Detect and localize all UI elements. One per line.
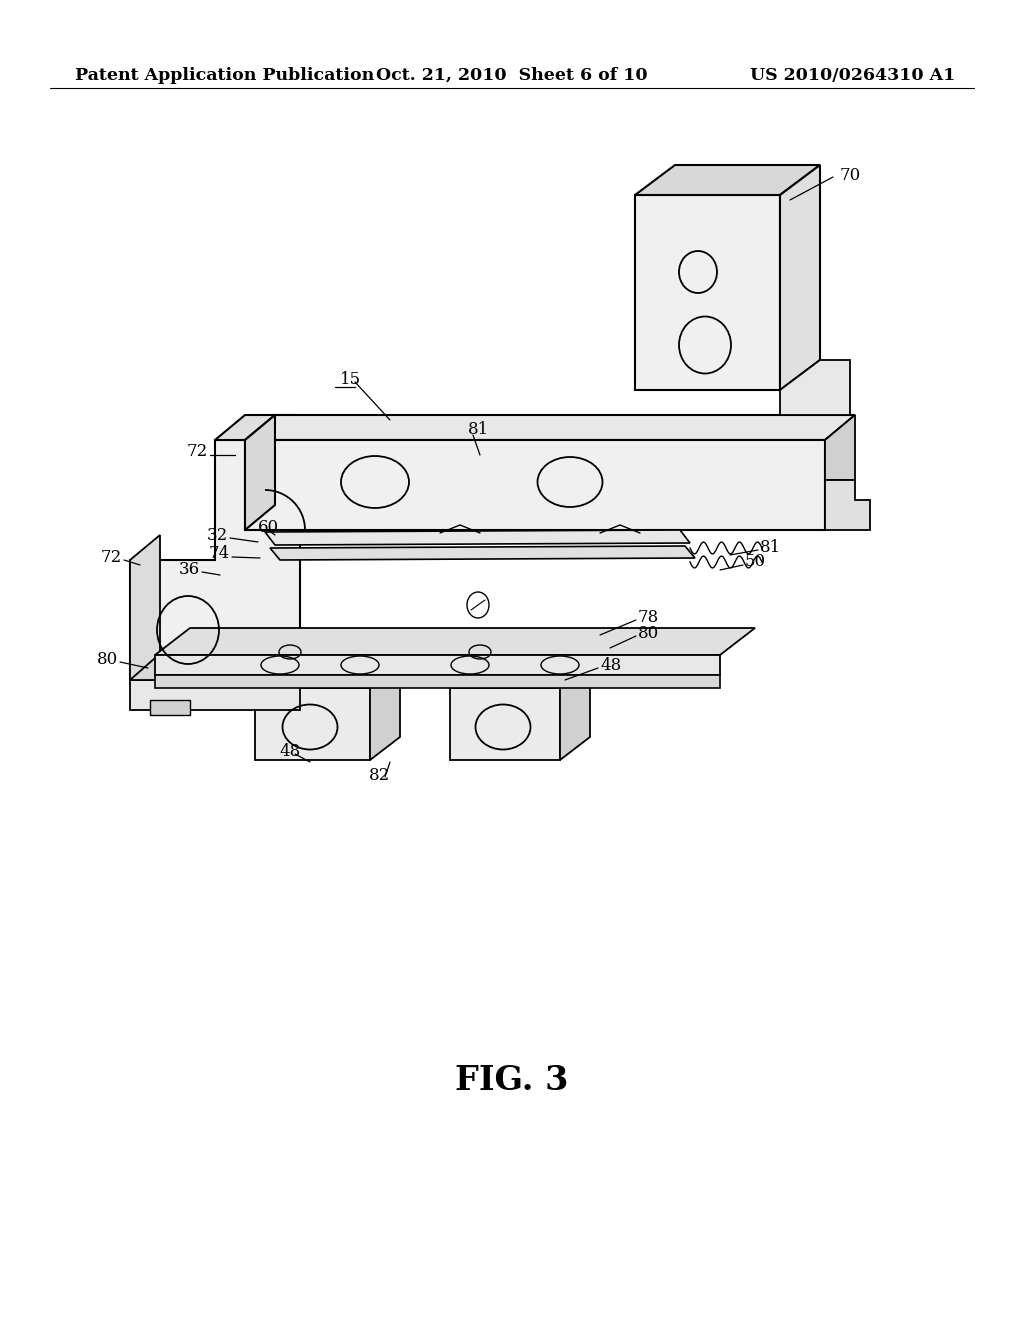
Polygon shape <box>270 546 695 560</box>
Polygon shape <box>130 657 325 680</box>
Polygon shape <box>370 665 400 760</box>
Text: 81: 81 <box>760 540 781 557</box>
Polygon shape <box>635 165 820 195</box>
Polygon shape <box>155 675 720 688</box>
Polygon shape <box>155 628 755 655</box>
Polygon shape <box>130 535 160 680</box>
Text: 36: 36 <box>179 561 200 578</box>
Polygon shape <box>245 414 855 440</box>
Polygon shape <box>130 680 300 710</box>
Polygon shape <box>245 440 825 531</box>
Polygon shape <box>265 531 690 545</box>
Text: 60: 60 <box>258 520 280 536</box>
Polygon shape <box>560 665 590 760</box>
Text: 72: 72 <box>100 549 122 566</box>
Polygon shape <box>825 480 870 531</box>
Polygon shape <box>265 414 295 531</box>
Polygon shape <box>155 655 720 675</box>
Polygon shape <box>780 165 820 389</box>
Text: Patent Application Publication: Patent Application Publication <box>75 66 374 83</box>
Polygon shape <box>245 414 275 531</box>
Text: 80: 80 <box>638 626 659 643</box>
Polygon shape <box>450 688 560 760</box>
Polygon shape <box>150 700 190 715</box>
Polygon shape <box>255 688 370 760</box>
Text: 78: 78 <box>638 610 659 627</box>
Text: US 2010/0264310 A1: US 2010/0264310 A1 <box>750 66 955 83</box>
Text: Oct. 21, 2010  Sheet 6 of 10: Oct. 21, 2010 Sheet 6 of 10 <box>376 66 648 83</box>
Text: 74: 74 <box>209 545 230 562</box>
Text: 50: 50 <box>745 553 766 570</box>
Text: 70: 70 <box>840 166 861 183</box>
Text: 32: 32 <box>207 527 228 544</box>
Polygon shape <box>825 414 855 480</box>
Polygon shape <box>215 414 295 440</box>
Text: 80: 80 <box>96 652 118 668</box>
Polygon shape <box>450 665 590 688</box>
Text: 72: 72 <box>186 444 208 461</box>
Polygon shape <box>780 360 850 414</box>
Text: 48: 48 <box>280 743 301 760</box>
Polygon shape <box>130 440 300 680</box>
Polygon shape <box>635 195 780 389</box>
Text: 15: 15 <box>340 371 361 388</box>
Polygon shape <box>255 665 400 688</box>
Text: 81: 81 <box>468 421 489 438</box>
Text: 82: 82 <box>370 767 390 784</box>
Text: 48: 48 <box>600 656 622 673</box>
Text: FIG. 3: FIG. 3 <box>456 1064 568 1097</box>
